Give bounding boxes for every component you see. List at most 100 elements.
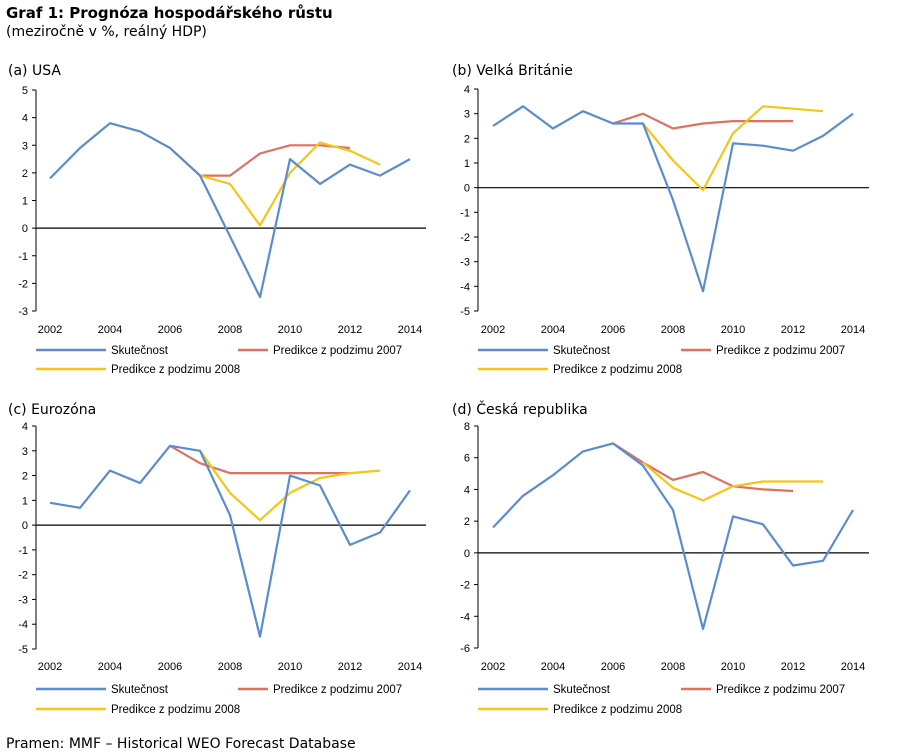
y-tick-label: 3 xyxy=(464,109,470,121)
page-title: Graf 1: Prognóza hospodářského růstu xyxy=(6,4,333,22)
x-tick-label: 2002 xyxy=(38,661,62,673)
chart-panel-1: (a) USA -3 -2 -1 0 1 2 3 4 5 2002 2004 2006 2008 2010 2… xyxy=(8,63,426,376)
series-line-1 xyxy=(492,105,854,293)
y-tick-label: -2 xyxy=(460,232,470,244)
y-tick-label: 0 xyxy=(22,223,28,235)
x-tick-label: 2004 xyxy=(98,661,122,673)
chart-title: (d) Česká republika xyxy=(452,400,588,418)
x-tick-label: 2008 xyxy=(661,661,685,673)
y-tick-label: -4 xyxy=(18,619,28,631)
x-tick-label: 2012 xyxy=(781,324,805,336)
x-tick-label: 2006 xyxy=(601,661,625,673)
source-note: Pramen: MMF – Historical WEO Forecast Da… xyxy=(6,736,356,752)
y-tick-label: 8 xyxy=(464,421,470,433)
series-line-2 xyxy=(169,144,351,177)
series-line-3 xyxy=(199,450,381,522)
x-tick-label: 2008 xyxy=(218,324,242,336)
y-tick-label: 0 xyxy=(22,520,28,532)
y-tick-label: 6 xyxy=(464,453,470,465)
y-tick-label: 1 xyxy=(22,196,28,208)
legend-label: Skutečnost xyxy=(111,684,169,696)
y-tick-label: 2 xyxy=(22,168,28,180)
y-tick-label: 3 xyxy=(22,140,28,152)
x-tick-label: 2002 xyxy=(38,324,62,336)
legend-label: Predikce z podzimu 2008 xyxy=(553,364,682,376)
y-tick-label: -2 xyxy=(460,580,470,592)
y-tick-label: -2 xyxy=(18,278,28,290)
y-tick-label: -1 xyxy=(18,251,28,263)
page-subtitle: (meziročně v %, reálný HDP) xyxy=(6,24,207,40)
legend-label: Predikce z podzimu 2007 xyxy=(716,684,845,696)
x-tick-label: 2014 xyxy=(841,661,865,673)
legend-label: Predikce z podzimu 2008 xyxy=(553,704,682,716)
y-tick-label: 4 xyxy=(464,84,470,96)
legend-label: Predikce z podzimu 2008 xyxy=(111,364,240,376)
y-tick-label: 2 xyxy=(464,516,470,528)
y-tick-label: 2 xyxy=(22,471,28,483)
y-tick-label: -3 xyxy=(18,306,28,318)
x-tick-label: 2012 xyxy=(781,661,805,673)
y-tick-label: 4 xyxy=(22,421,28,433)
y-tick-label: -3 xyxy=(460,257,470,269)
x-tick-label: 2014 xyxy=(841,324,865,336)
legend-label: Predikce z podzimu 2007 xyxy=(273,345,402,357)
y-tick-label: -4 xyxy=(460,611,470,623)
x-tick-label: 2006 xyxy=(158,324,182,336)
legend-label: Skutečnost xyxy=(553,684,611,696)
x-tick-label: 2004 xyxy=(98,324,122,336)
y-tick-label: -2 xyxy=(18,570,28,582)
x-tick-label: 2010 xyxy=(721,324,745,336)
y-tick-label: 3 xyxy=(22,446,28,458)
chart-title: (c) Eurozóna xyxy=(8,402,96,418)
x-tick-label: 2008 xyxy=(218,661,242,673)
y-tick-label: 4 xyxy=(464,484,470,496)
series-line-1 xyxy=(492,442,854,631)
legend-label: Predikce z podzimu 2008 xyxy=(111,704,240,716)
chart-panel-2: (b) Velká Británie -5 -4 -3 -2 -1 0 1 2 3 4 2002 200… xyxy=(452,63,869,376)
x-tick-label: 2010 xyxy=(278,324,302,336)
legend-label: Predikce z podzimu 2007 xyxy=(716,345,845,357)
x-tick-label: 2002 xyxy=(481,324,505,336)
y-tick-label: -6 xyxy=(460,643,470,655)
series-line-1 xyxy=(49,122,411,299)
y-tick-label: -1 xyxy=(460,207,470,219)
series-line-2 xyxy=(169,444,350,475)
y-tick-label: -4 xyxy=(460,281,470,293)
y-tick-label: 1 xyxy=(22,495,28,507)
legend-label: Skutečnost xyxy=(553,345,611,357)
chart-panel-3: (c) Eurozóna -5 -4 -3 -2 -1 0 1 2 3 4 2002 2004 2006 2… xyxy=(8,402,426,716)
y-tick-label: -1 xyxy=(18,545,28,557)
x-tick-label: 2008 xyxy=(661,324,685,336)
chart-title: (b) Velká Británie xyxy=(452,63,573,79)
y-tick-label: 2 xyxy=(464,133,470,145)
y-tick-label: 1 xyxy=(464,158,470,170)
x-tick-label: 2014 xyxy=(398,661,422,673)
series-line-3 xyxy=(642,105,824,192)
y-tick-label: -5 xyxy=(460,306,470,318)
x-tick-label: 2012 xyxy=(338,324,362,336)
x-tick-label: 2014 xyxy=(398,324,422,336)
series-line-3 xyxy=(642,461,823,502)
x-tick-label: 2004 xyxy=(541,324,565,336)
y-tick-label: 5 xyxy=(22,85,28,97)
series-line-3 xyxy=(199,141,381,227)
x-tick-label: 2002 xyxy=(481,661,505,673)
x-tick-label: 2006 xyxy=(158,661,182,673)
y-tick-label: -3 xyxy=(18,594,28,606)
legend-label: Predikce z podzimu 2007 xyxy=(273,684,402,696)
series-line-2 xyxy=(612,442,794,493)
x-tick-label: 2010 xyxy=(278,661,302,673)
y-tick-label: 0 xyxy=(464,183,470,195)
chart-panel-4: (d) Česká republika -6 -4 -2 0 2 4 6 8 2002 2004 20… xyxy=(452,400,869,716)
series-line-1 xyxy=(49,444,411,638)
legend-label: Skutečnost xyxy=(111,345,169,357)
chart-title: (a) USA xyxy=(8,63,61,79)
y-tick-label: -5 xyxy=(18,644,28,656)
x-tick-label: 2006 xyxy=(601,324,625,336)
x-tick-label: 2004 xyxy=(541,661,565,673)
x-tick-label: 2010 xyxy=(721,661,745,673)
y-tick-label: 4 xyxy=(22,113,28,125)
x-tick-label: 2012 xyxy=(338,661,362,673)
series-line-2 xyxy=(612,112,793,130)
